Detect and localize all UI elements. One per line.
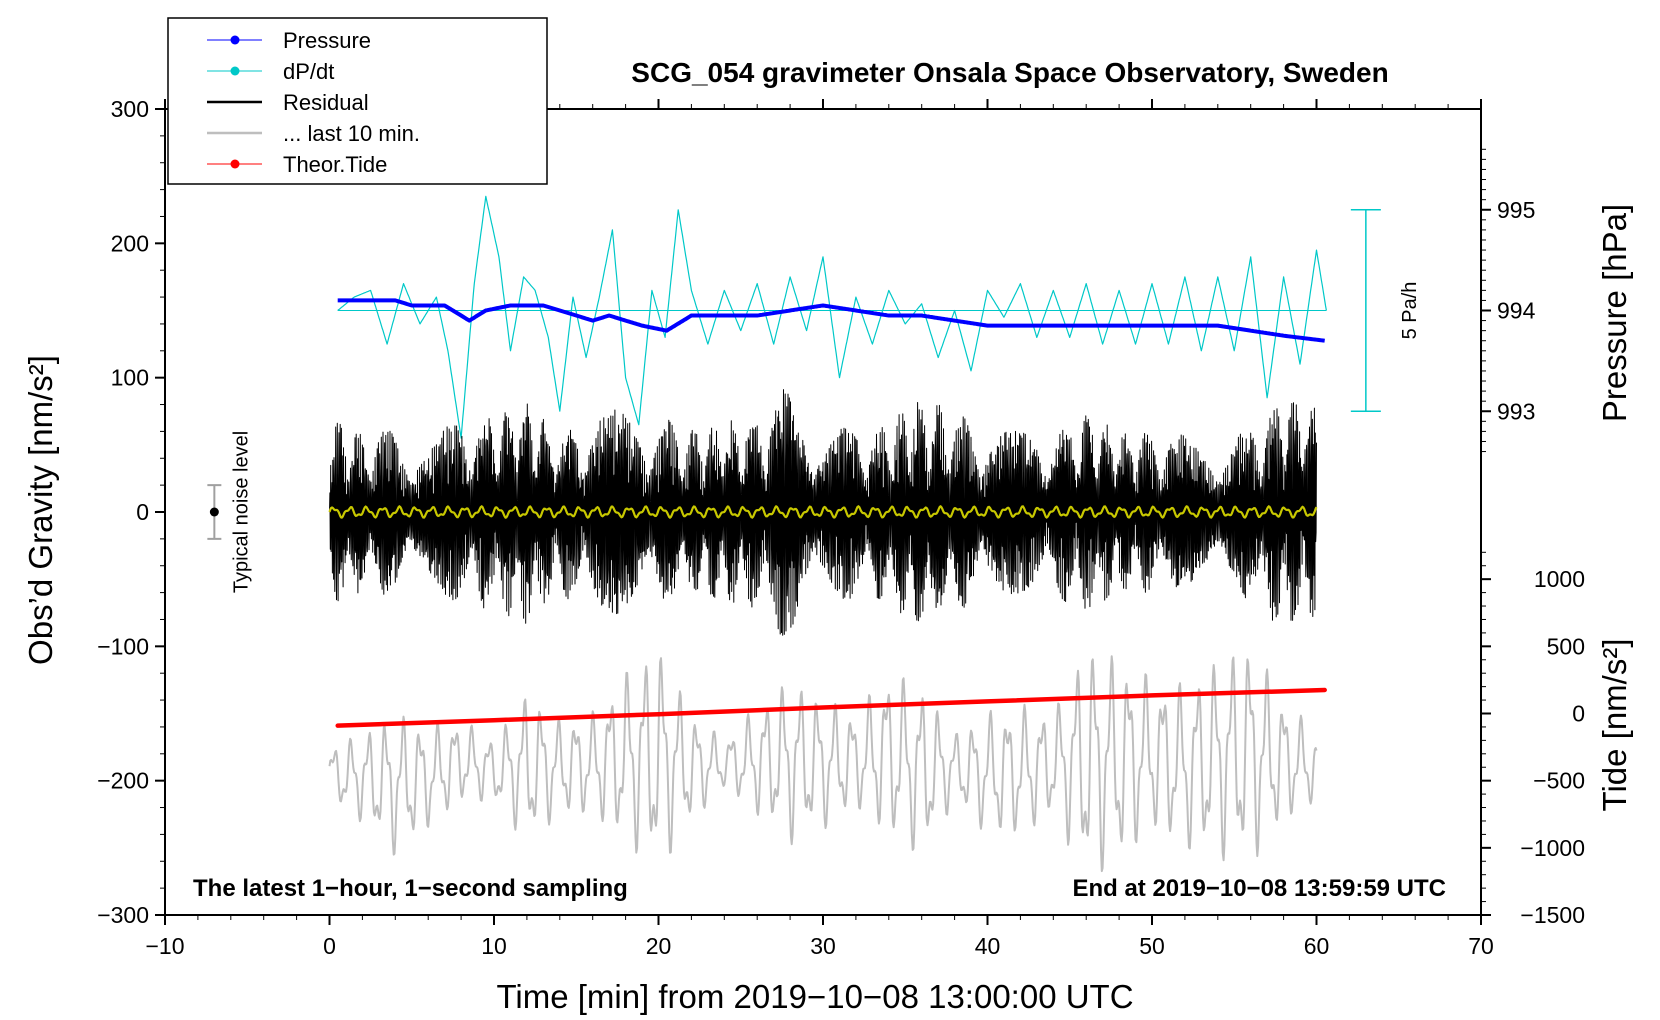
residual-line [329,389,1317,636]
x-tick-label: 60 [1304,933,1330,959]
noise-bar-dot [209,507,219,517]
legend-label: Theor.Tide [283,152,387,177]
last-10-min-line [328,655,1318,873]
legend-label: Residual [283,90,369,115]
legend-marker [230,35,240,45]
pressure-line [337,298,1326,343]
tide-tick-label: −1000 [1520,835,1585,861]
legend-marker [230,66,240,76]
pressure-tick-label: 995 [1497,197,1535,223]
legend-label: ... last 10 min. [283,121,420,146]
dpdt-line [337,195,1327,439]
note-end-time: End at 2019−10−08 13:59:59 UTC [1072,875,1446,902]
x-axis-title: Time [min] from 2019−10−08 13:00:00 UTC [496,978,1133,1015]
x-tick-label: 10 [481,933,507,959]
legend-box [167,17,548,185]
x-tick-label: 70 [1468,933,1494,959]
pressure-tick-label: 993 [1497,398,1535,424]
y-tick-label: 0 [136,499,149,525]
chart-title: SCG_054 gravimeter Onsala Space Observat… [631,57,1388,88]
y-tick-label: 100 [111,365,149,391]
ticks-layer: −10 0 10 20 30 40 50 60 70−300−200−1000100200300… [97,96,1585,959]
series-layer [328,195,1327,873]
y-tick-label: −200 [97,768,149,794]
legend-label: Pressure [283,28,371,53]
y-tick-label: 200 [111,230,149,256]
tide-tick-label: −500 [1533,768,1585,794]
x-tick-label: 50 [1139,933,1165,959]
scale-bar-label: 5 Pa/h [1399,282,1421,340]
legend-marker [230,159,240,169]
legend-label: dP/dt [283,59,334,84]
tide-tick-label: 1000 [1534,566,1585,592]
tide-tick-label: −1500 [1520,902,1585,928]
noise-label: Typical noise level [230,431,252,593]
y-axis-title-pressure: Pressure [hPa] [1596,204,1633,422]
y-tick-label: 300 [111,96,149,122]
x-tick-label: 0 [323,933,336,959]
y-tick-label: −100 [97,633,149,659]
filtered-residual-line [328,505,1318,519]
x-tick-label: 20 [646,933,672,959]
pressure-tick-label: 994 [1497,298,1536,324]
y-tick-label: −300 [97,902,149,928]
tide-tick-label: 0 [1572,701,1585,727]
y-axis-title-gravity: Obs’d Gravity [nm/s²] [22,355,59,665]
y-axis-title-tide: Tide [nm/s²] [1596,639,1633,812]
tide-line [335,687,1327,728]
x-tick-label: −10 [145,933,184,959]
scale-bar [1350,209,1381,412]
x-tick-label: 30 [810,933,836,959]
legend: Pressure dP/dt Residual ... last 10 min. The… [167,17,548,185]
noise-bar [207,484,222,540]
x-tick-label: 40 [975,933,1001,959]
tide-tick-label: 500 [1547,633,1585,659]
note-sampling: The latest 1−hour, 1−second sampling [193,875,628,902]
